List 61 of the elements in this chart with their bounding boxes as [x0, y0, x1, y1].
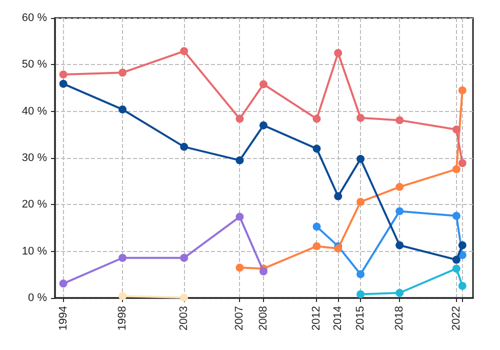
point — [452, 212, 460, 220]
point — [396, 241, 404, 250]
x-tick-label: 1998 — [116, 306, 129, 330]
point — [334, 192, 342, 200]
point — [236, 114, 244, 123]
y-tick-label: 40 % — [22, 105, 48, 118]
point — [180, 254, 188, 262]
point — [458, 241, 466, 250]
point — [180, 47, 188, 56]
x-tick-label: 2018 — [394, 306, 406, 330]
point — [312, 114, 321, 123]
point — [236, 156, 244, 164]
point — [180, 294, 188, 302]
point — [236, 264, 244, 272]
point — [59, 70, 68, 78]
point — [356, 154, 365, 163]
point — [356, 198, 365, 206]
point — [396, 288, 404, 297]
point — [396, 207, 404, 216]
y-tick-label: 30 % — [22, 152, 48, 164]
point — [259, 80, 268, 88]
x-tick-label: 2012 — [310, 306, 323, 330]
point — [118, 68, 127, 77]
x-tick-label: 2007 — [234, 306, 246, 330]
point — [59, 80, 68, 88]
y-tick-label: 10 % — [22, 245, 48, 258]
point — [458, 159, 466, 168]
point — [334, 49, 342, 57]
x-tick-label: 2022 — [450, 306, 462, 330]
y-tick-label: 20 % — [22, 198, 48, 211]
point — [259, 121, 268, 130]
x-tick-label: 2014 — [332, 306, 344, 330]
y-tick-label: 0 % — [28, 292, 48, 304]
point — [118, 105, 127, 114]
point — [458, 282, 466, 290]
y-tick-label: 60 % — [22, 12, 48, 24]
point — [236, 212, 244, 221]
point — [334, 244, 342, 253]
point — [396, 116, 404, 124]
point — [452, 165, 460, 174]
x-tick-label: 2003 — [178, 306, 190, 330]
point — [312, 242, 321, 250]
point — [259, 267, 268, 276]
x-tick-label: 2015 — [354, 306, 367, 330]
point — [118, 254, 127, 262]
point — [356, 114, 365, 122]
point — [396, 182, 404, 191]
point — [458, 86, 466, 94]
y-tick-label: 50 % — [22, 58, 48, 71]
point — [452, 264, 460, 273]
point — [180, 142, 188, 151]
point — [356, 270, 365, 278]
point — [312, 222, 321, 231]
x-tick-label: 1994 — [57, 306, 70, 330]
point — [452, 126, 460, 134]
point — [59, 280, 68, 288]
point — [356, 290, 365, 298]
point — [452, 256, 460, 264]
x-tick-label: 2008 — [257, 306, 270, 330]
point — [118, 292, 127, 300]
point — [312, 144, 321, 153]
